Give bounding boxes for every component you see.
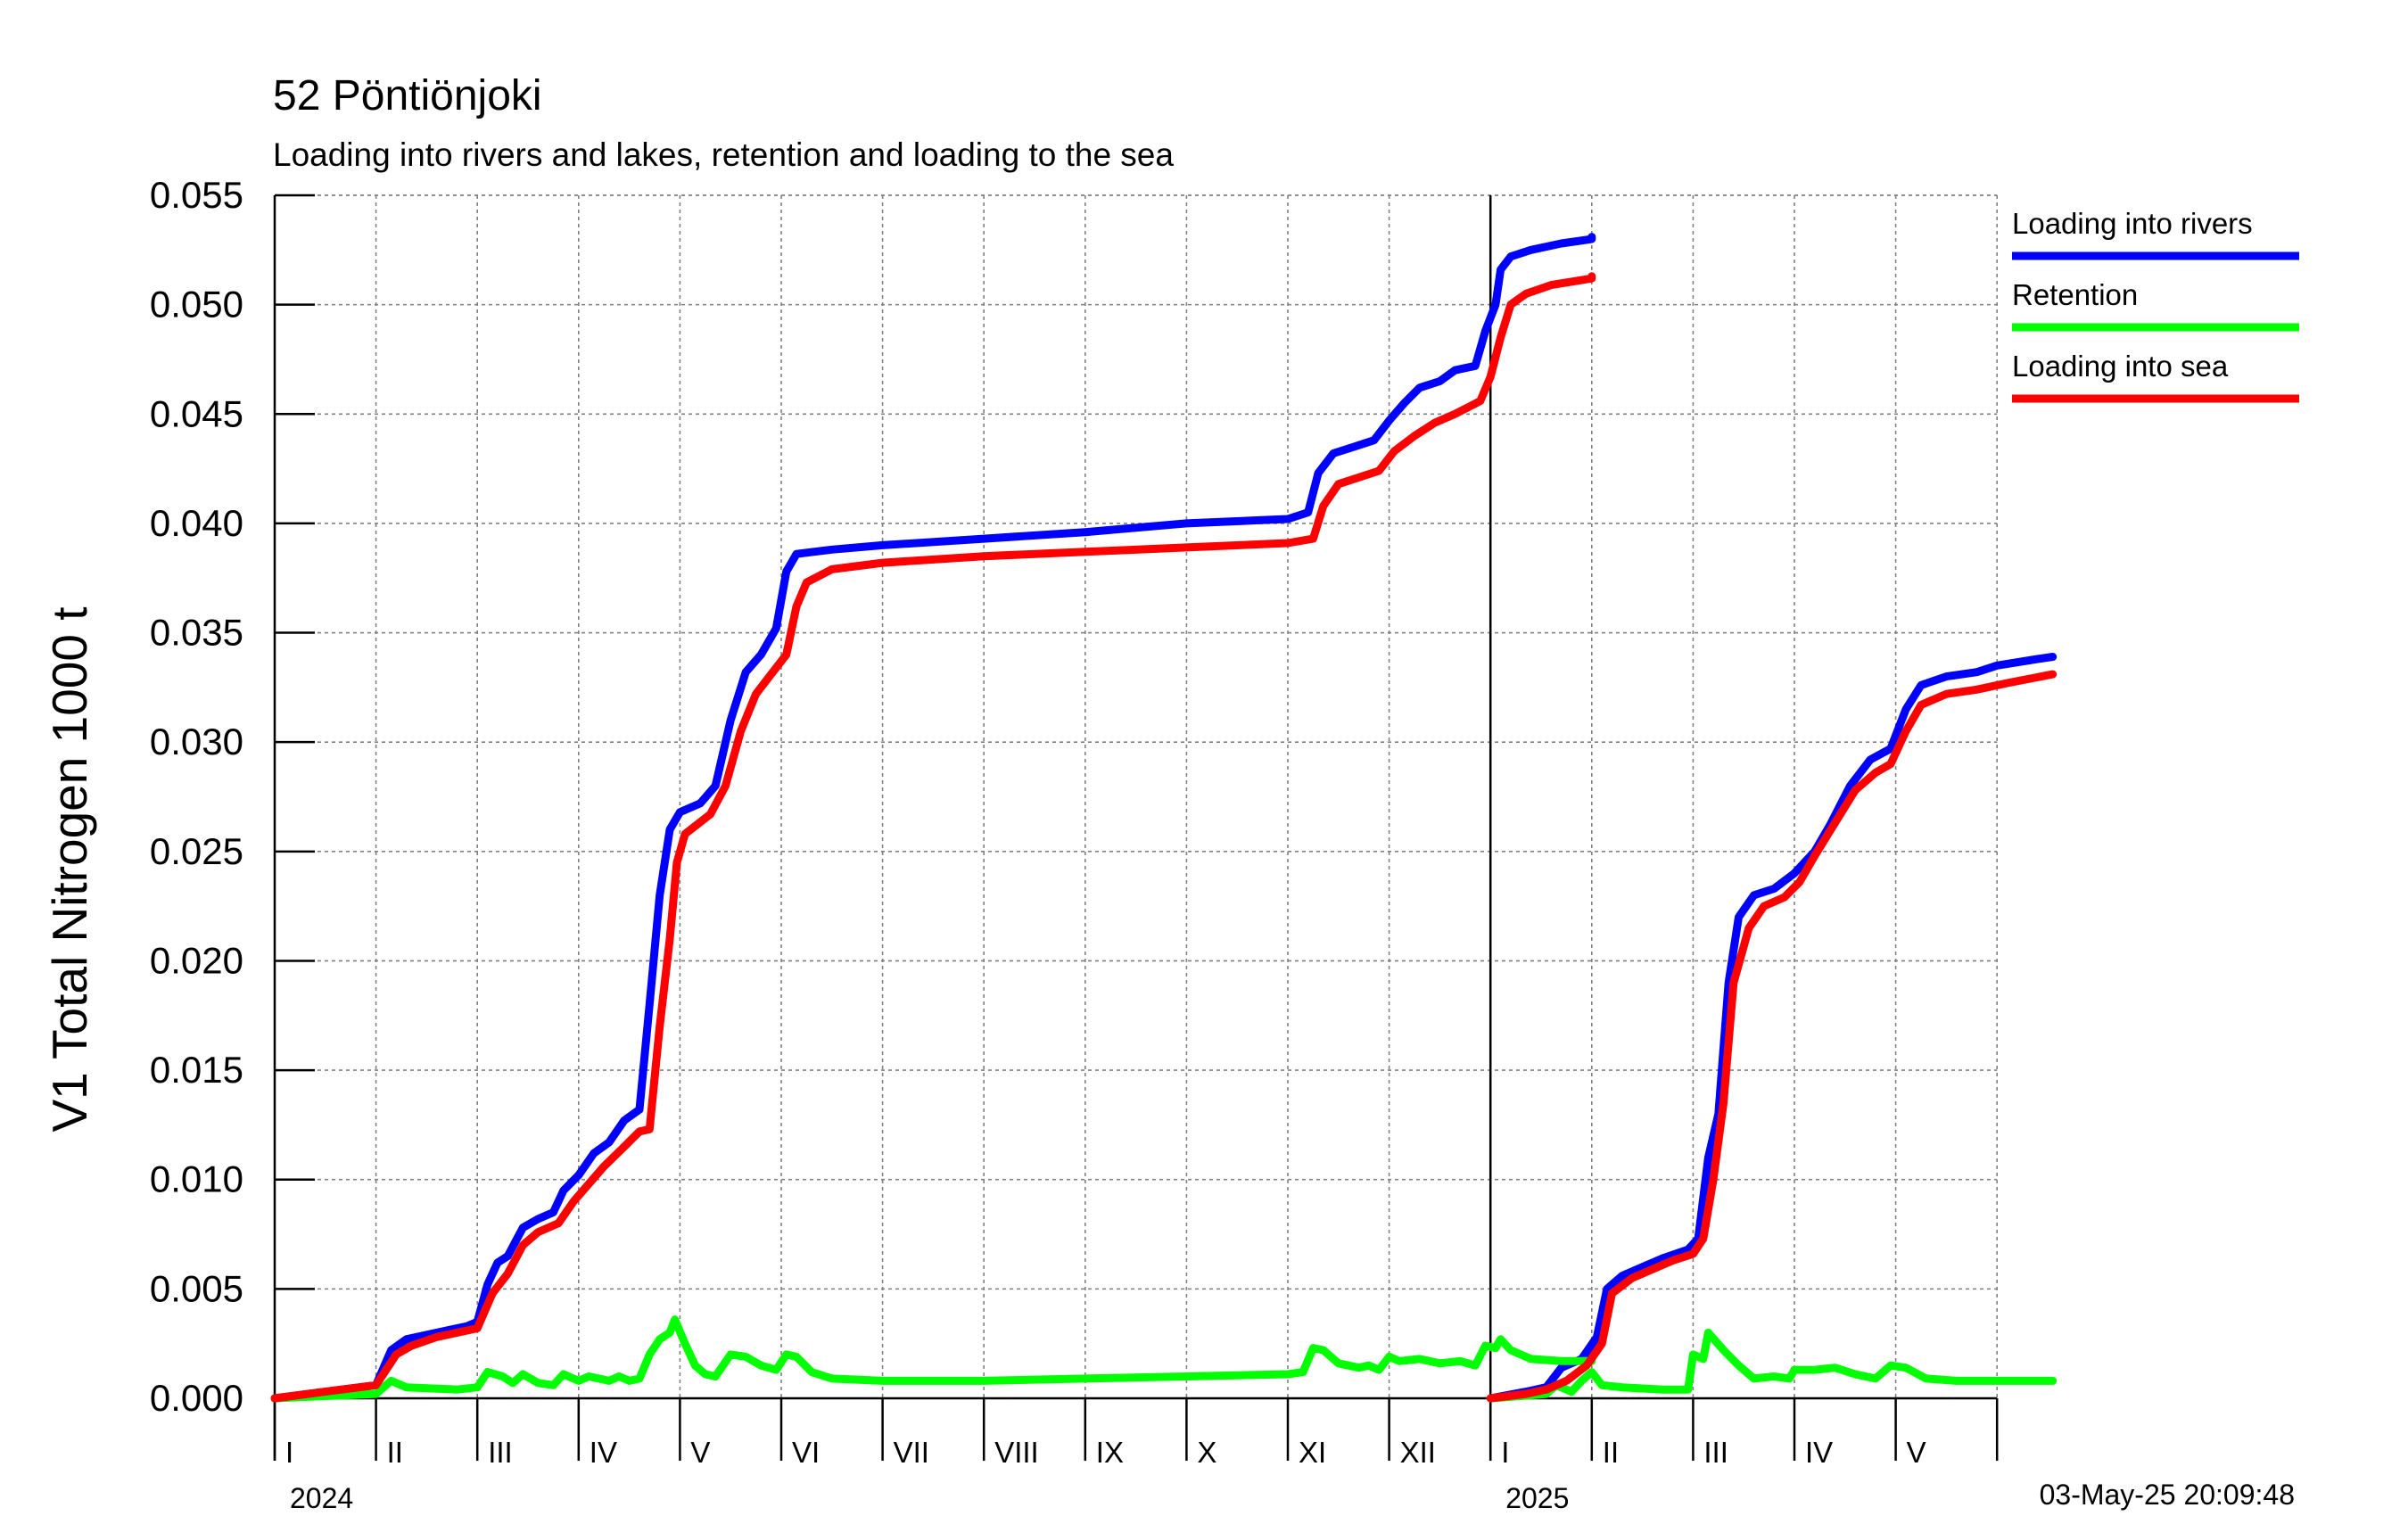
month-label: IV bbox=[590, 1436, 617, 1469]
month-label: VII bbox=[894, 1436, 929, 1469]
month-label: V bbox=[690, 1436, 710, 1469]
month-label: XI bbox=[1299, 1436, 1326, 1469]
y-tick-label: 0.020 bbox=[150, 939, 243, 981]
y-tick-label: 0.025 bbox=[150, 830, 243, 872]
month-label: XII bbox=[1400, 1436, 1436, 1469]
year-label: 2025 bbox=[1505, 1482, 1569, 1514]
month-label: IX bbox=[1096, 1436, 1124, 1469]
series-line-loading-into-rivers bbox=[270, 233, 1596, 1403]
y-tick-label: 0.015 bbox=[150, 1049, 243, 1091]
y-tick-label: 0.000 bbox=[150, 1377, 243, 1419]
month-label: IV bbox=[1805, 1436, 1833, 1469]
timestamp: 03-May-25 20:09:48 bbox=[2040, 1479, 2295, 1511]
month-label: X bbox=[1197, 1436, 1216, 1469]
y-tick-label: 0.010 bbox=[150, 1158, 243, 1200]
y-tick-label: 0.055 bbox=[150, 174, 243, 216]
month-label: I bbox=[285, 1436, 293, 1469]
legend-label: Loading into rivers bbox=[2012, 207, 2253, 240]
y-tick-label: 0.050 bbox=[150, 284, 243, 325]
legend-label: Retention bbox=[2012, 278, 2138, 311]
y-axis-label: V1 Total Nitrogen 1000 t bbox=[42, 606, 97, 1132]
chart-subtitle: Loading into rivers and lakes, retention… bbox=[273, 136, 1174, 173]
month-label: III bbox=[488, 1436, 513, 1469]
grid bbox=[275, 194, 1998, 1398]
y-tick-label: 0.030 bbox=[150, 721, 243, 762]
series-line-retention bbox=[1486, 1328, 2058, 1403]
month-label: II bbox=[387, 1436, 403, 1469]
month-label: VIII bbox=[994, 1436, 1039, 1469]
series-line-loading-into-sea bbox=[1486, 670, 2058, 1403]
legend: Loading into rivers Retention Loading into… bbox=[2012, 207, 2299, 403]
chart-title: 52 Pöntiönjoki bbox=[273, 72, 542, 119]
y-tick-label: 0.035 bbox=[150, 612, 243, 654]
month-label: II bbox=[1603, 1436, 1619, 1469]
y-tick-label: 0.040 bbox=[150, 502, 243, 544]
series-line-loading-into-sea bbox=[270, 272, 1596, 1403]
series-line-loading-into-rivers bbox=[1486, 653, 2058, 1403]
month-label: V bbox=[1907, 1436, 1926, 1469]
axes bbox=[273, 195, 1998, 1461]
series-line-retention bbox=[270, 1315, 1596, 1403]
y-tick-label: 0.045 bbox=[150, 392, 243, 434]
month-label: I bbox=[1501, 1436, 1509, 1469]
month-label: VI bbox=[792, 1436, 820, 1469]
y-ticks: 0.000 0.005 0.010 0.015 0.020 0.025 0.030 0.035… bbox=[150, 174, 315, 1419]
year-label: 2024 bbox=[290, 1482, 353, 1514]
series-lines bbox=[270, 233, 2058, 1403]
legend-label: Loading into sea bbox=[2012, 350, 2229, 383]
month-label: III bbox=[1703, 1436, 1728, 1469]
y-tick-label: 0.005 bbox=[150, 1267, 243, 1309]
